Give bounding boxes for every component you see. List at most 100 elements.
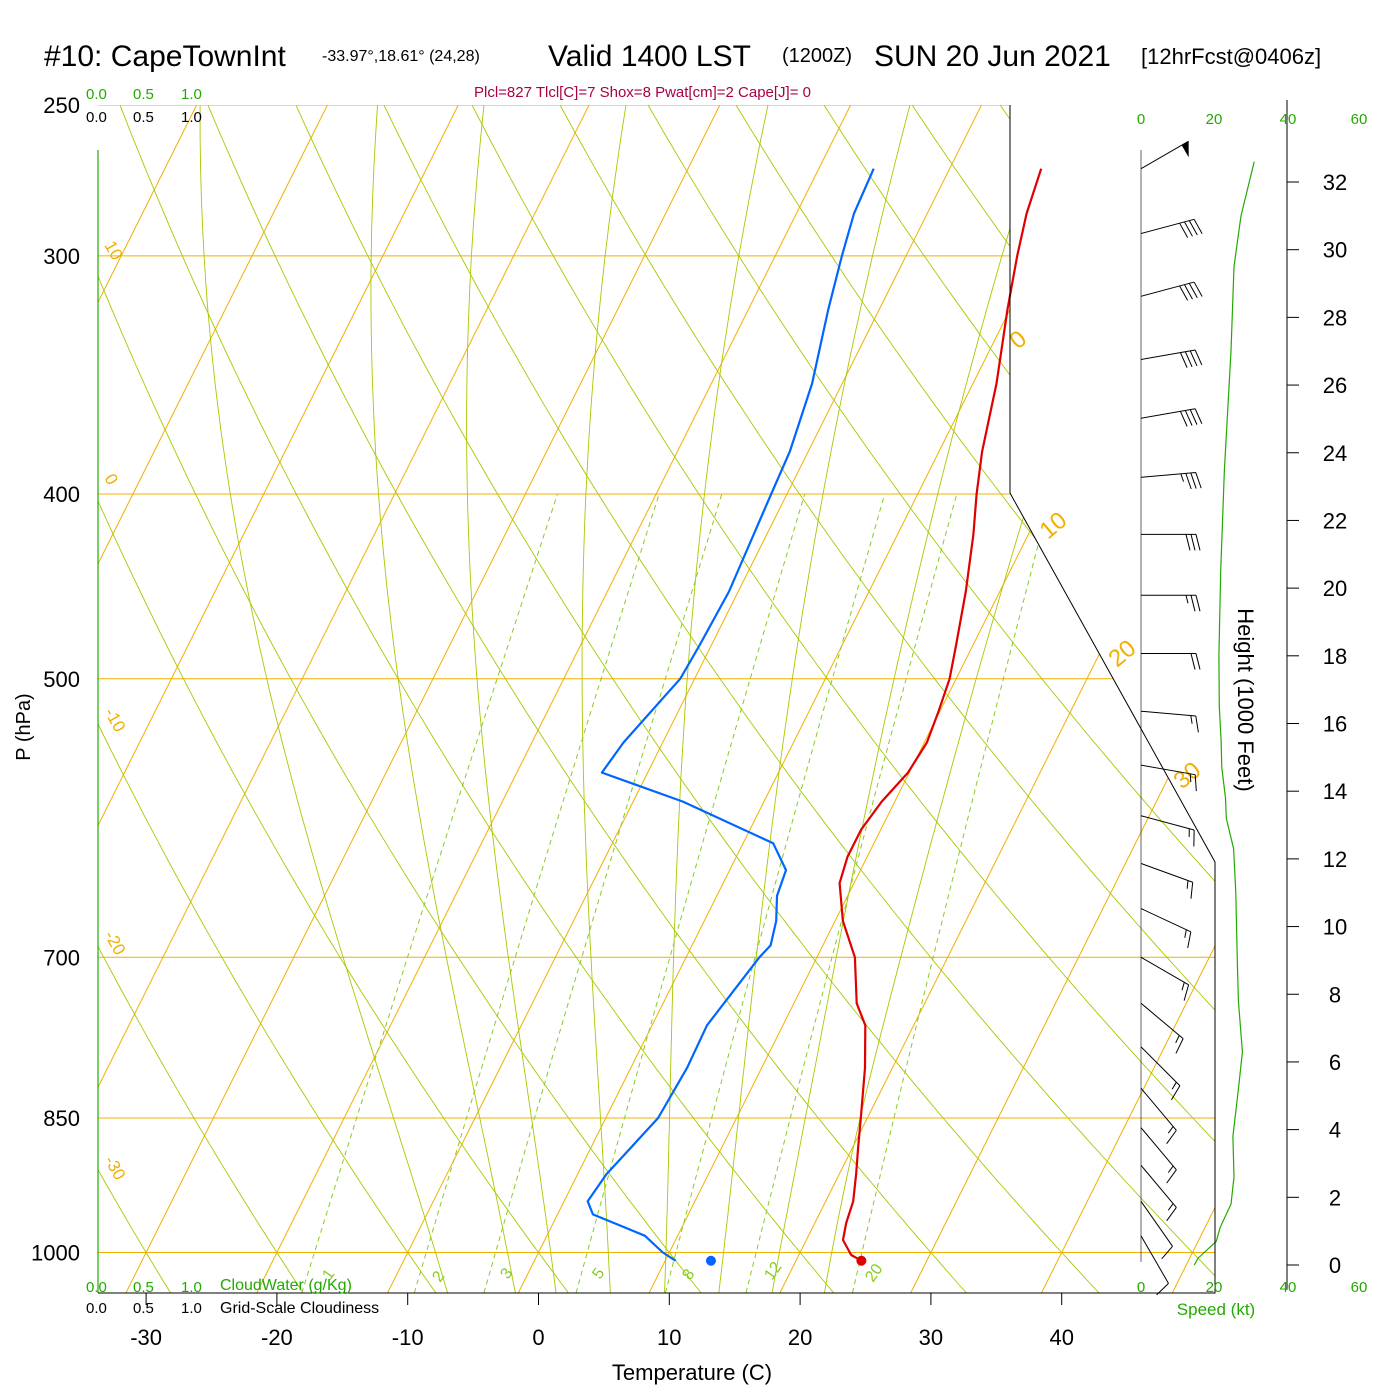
pressure-tick-label: 400 (43, 482, 80, 507)
isotherm-line (244, 105, 868, 1293)
wind-barb (1140, 710, 1199, 733)
dry-adiabat-line (98, 105, 186, 1293)
temperature-profile (838, 168, 1043, 1262)
isotherm-line (767, 105, 1215, 1293)
mixing-ratio-line (413, 493, 660, 1293)
dry-adiabat-line (98, 105, 721, 1293)
moist-adiabat-line (581, 105, 633, 1293)
dry-adiabat-line (628, 105, 1215, 1293)
y-axis-label: P (hPa) (13, 693, 35, 760)
temperature-tick-label: 30 (919, 1325, 943, 1350)
wind-barb (1140, 218, 1203, 238)
svg-text:0: 0 (1137, 111, 1145, 128)
temperature-tick-label: 10 (657, 1325, 681, 1350)
svg-text:0.0: 0.0 (86, 86, 107, 103)
height-axis-label: Height (1000 Feet) (1233, 608, 1258, 791)
height-tick-label: 28 (1323, 305, 1347, 330)
background-lines (98, 105, 1215, 1293)
wind-barb (1141, 533, 1201, 551)
svg-text:0.0: 0.0 (86, 1279, 107, 1296)
svg-text:0.5: 0.5 (133, 1300, 154, 1317)
isotherm-label: -30 (101, 1153, 130, 1184)
station-coords: -33.97°,18.61° (24,28) (322, 48, 480, 65)
dry-adiabat-line (106, 105, 854, 1293)
mixing-ratio-line (483, 493, 723, 1293)
wind-barb (1140, 140, 1189, 170)
mixing-ratio-label: 8 (679, 1266, 698, 1283)
dry-adiabat-line (1150, 105, 1215, 1293)
dry-adiabat-line (454, 105, 1215, 1293)
isotherm-label: 0 (1005, 325, 1033, 354)
mixing-ratio-line (851, 493, 1052, 1293)
surface-temperature-marker (856, 1255, 867, 1266)
dry-adiabat-line (367, 105, 1215, 1293)
svg-text:1.0: 1.0 (181, 1279, 202, 1296)
temperature-tick-label: 40 (1049, 1325, 1073, 1350)
height-tick-label: 8 (1329, 982, 1341, 1007)
valid-date: SUN 20 Jun 2021 (874, 40, 1111, 73)
speed-label: Speed (kt) (1177, 1300, 1255, 1319)
pressure-tick-label: 850 (43, 1106, 80, 1131)
moist-adiabat-line (466, 105, 560, 1293)
sounding-profiles (586, 161, 1255, 1266)
wind-barb (1140, 1087, 1177, 1145)
cloudwater-label: CloudWater (g/Kg) (220, 1277, 352, 1294)
svg-text:0.5: 0.5 (133, 1279, 154, 1296)
moist-adiabat-line (715, 105, 920, 1293)
wind-barb (1140, 1046, 1181, 1101)
stability-indices: Plcl=827 Tlcl[C]=7 Shox=8 Pwat[cm]=2 Cap… (474, 84, 811, 101)
svg-text:1.0: 1.0 (181, 109, 202, 126)
speed-scale-top: 0 20 40 60 (1137, 111, 1368, 128)
height-tick-label: 30 (1323, 238, 1347, 263)
moist-adiabat-line (820, 105, 1171, 1293)
speed-scale-bottom: 0 20 40 60 Speed (kt) (1137, 1279, 1368, 1319)
plot-border (98, 105, 1216, 1294)
wind-barb (1140, 1127, 1177, 1184)
dry-adiabat-line (280, 105, 1122, 1293)
svg-text:0: 0 (1137, 1279, 1145, 1296)
isotherm-label: 10 (1035, 507, 1073, 545)
svg-text:20: 20 (1206, 111, 1223, 128)
pressure-tick-label: 1000 (31, 1241, 80, 1266)
mixing-ratio-label: 20 (862, 1261, 886, 1285)
mixing-ratio-label: 12 (761, 1259, 785, 1283)
dewpoint-profile (586, 168, 875, 1262)
wind-barb (1140, 349, 1203, 368)
svg-text:0.5: 0.5 (133, 86, 154, 103)
height-tick-label: 14 (1323, 779, 1347, 804)
svg-text:60: 60 (1351, 111, 1368, 128)
isotherm-line (1160, 105, 1215, 1293)
x-axis-label: Temperature (C) (612, 1360, 772, 1385)
wind-barb (1140, 472, 1202, 490)
isotherm-line (98, 105, 607, 1293)
svg-text:0.0: 0.0 (86, 1300, 107, 1317)
wind-barb (1140, 908, 1192, 949)
isotherm-label: 0 (101, 471, 122, 489)
height-tick-label: 6 (1329, 1050, 1341, 1075)
pressure-tick-label: 500 (43, 667, 80, 692)
isotherm-line (113, 105, 738, 1293)
cloudiness-label: Grid-Scale Cloudiness (220, 1300, 379, 1317)
dry-adiabat-line (1063, 105, 1215, 1293)
station-title: #10: CapeTownInt (44, 40, 286, 73)
wind-barb (1140, 956, 1190, 1001)
temperature-tick-label: -10 (392, 1325, 424, 1350)
height-tick-label: 22 (1323, 508, 1347, 533)
isotherm-line (98, 105, 214, 1293)
dry-adiabat-line (193, 105, 988, 1293)
isotherm-label: -10 (101, 705, 130, 736)
mixing-ratio-line (301, 493, 558, 1293)
wind-barb (1140, 1002, 1184, 1054)
dry-adiabat-line (98, 105, 587, 1293)
wind-barb (1140, 862, 1194, 899)
isotherm-label: -20 (101, 928, 130, 959)
height-tick-label: 12 (1323, 847, 1347, 872)
svg-text:60: 60 (1351, 1279, 1368, 1296)
temperature-tick-label: 20 (788, 1325, 812, 1350)
mixing-ratio-label: 2 (429, 1268, 448, 1285)
height-profile (1193, 161, 1255, 1266)
wind-barb (1141, 653, 1201, 670)
height-tick-label: 20 (1323, 576, 1347, 601)
